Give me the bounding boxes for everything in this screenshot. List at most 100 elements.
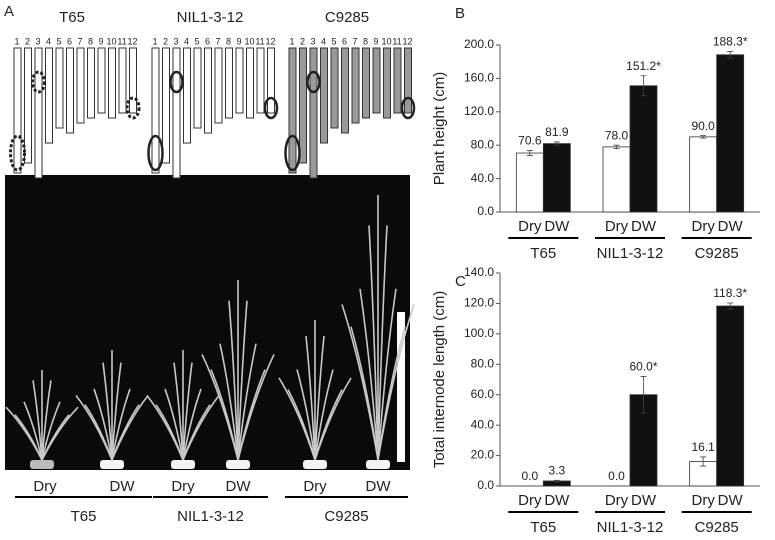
chromosome xyxy=(118,47,127,114)
chromosome xyxy=(172,47,181,179)
chromosome xyxy=(108,47,116,119)
leaf xyxy=(182,394,220,461)
treatment-label: Dry xyxy=(303,478,327,495)
error-bar xyxy=(553,479,560,483)
plant-photo xyxy=(5,175,410,470)
line-name: C9285 xyxy=(325,9,369,26)
leaf xyxy=(219,343,239,461)
series-label: DW xyxy=(718,218,744,235)
introgression-mark xyxy=(31,70,46,94)
chromosome-number: 2 xyxy=(300,36,305,46)
value-label: 60.0* xyxy=(629,360,657,374)
series-label: Dry xyxy=(518,218,542,235)
chromosome xyxy=(45,47,53,144)
chromosome xyxy=(193,47,202,129)
leaf xyxy=(155,404,184,461)
x-tick-label: C9285 xyxy=(695,245,739,262)
chromosome-number: 6 xyxy=(205,36,210,46)
introgression-mark xyxy=(284,134,301,172)
leaf xyxy=(41,406,79,461)
treatment-label: Dry xyxy=(33,478,57,495)
pot xyxy=(303,460,327,469)
chromosome xyxy=(76,47,85,124)
bar xyxy=(629,85,658,213)
chromosome-number: 9 xyxy=(373,36,378,46)
y-axis-title: Plant height (cm) xyxy=(431,72,448,185)
chromosome xyxy=(341,47,349,134)
series-label: DW xyxy=(631,218,657,235)
treatment-label: DW xyxy=(366,478,392,495)
y-tick-label: 0.0 xyxy=(477,478,494,492)
chromosome xyxy=(204,47,212,134)
chromosome xyxy=(129,47,137,114)
chromosome-number: 8 xyxy=(363,36,368,46)
chromosome xyxy=(330,47,339,129)
chromosome-number: 5 xyxy=(56,36,61,46)
series-label: DW xyxy=(718,492,744,509)
x-tick-label: T65 xyxy=(530,245,556,262)
chromosome xyxy=(97,47,106,114)
leaf xyxy=(368,225,379,461)
line-label: T65 xyxy=(71,508,97,525)
pot xyxy=(171,460,195,469)
series-label: Dry xyxy=(605,218,629,235)
error-bar xyxy=(700,456,707,467)
value-label: 3.3 xyxy=(548,463,565,477)
leaf xyxy=(111,394,149,461)
error-bar xyxy=(727,51,734,59)
leaf xyxy=(111,388,131,461)
bar xyxy=(515,152,544,213)
leaf xyxy=(359,288,379,461)
value-label: 70.6 xyxy=(518,134,542,148)
leaf xyxy=(23,401,43,461)
leaf xyxy=(41,380,52,461)
chromosome xyxy=(66,47,74,134)
leaf xyxy=(314,377,352,461)
leaf xyxy=(287,389,316,461)
y-tick-label: 140.0 xyxy=(464,265,494,279)
y-tick-label: 120.0 xyxy=(464,104,494,118)
leaf xyxy=(173,362,184,461)
value-label: 188.3* xyxy=(713,35,748,49)
chromosome-number: 3 xyxy=(173,36,178,46)
chromosome-number: 8 xyxy=(226,36,231,46)
leaf xyxy=(314,336,325,461)
leaf xyxy=(182,388,202,461)
pot xyxy=(366,460,390,469)
leaf xyxy=(237,343,257,461)
chromosome-number: 4 xyxy=(184,36,189,46)
introgression-mark xyxy=(147,134,164,172)
leaf xyxy=(228,300,239,461)
y-tick-label: 0.0 xyxy=(477,204,494,218)
chromosome-number: 10 xyxy=(244,36,254,46)
chromosome-number: 4 xyxy=(46,36,51,46)
y-tick-label: 40.0 xyxy=(471,171,495,185)
chromosome-number: 9 xyxy=(236,36,241,46)
leaf xyxy=(111,362,122,461)
value-label: 0.0 xyxy=(608,469,625,483)
chromosome xyxy=(309,47,318,179)
leaf xyxy=(237,354,275,461)
leaf xyxy=(377,288,397,461)
y-tick-label: 80.0 xyxy=(471,137,495,151)
leaf xyxy=(84,404,113,461)
chromosome xyxy=(299,47,307,164)
bar xyxy=(716,54,745,213)
leaf xyxy=(41,401,61,461)
chromosome-number: 7 xyxy=(77,36,82,46)
treatment-label: DW xyxy=(226,478,252,495)
introgression-mark xyxy=(263,96,279,120)
error-bar xyxy=(640,75,647,97)
series-label: Dry xyxy=(605,492,629,509)
treatment-label: Dry xyxy=(171,478,195,495)
series-label: DW xyxy=(544,492,570,509)
chromosome xyxy=(87,47,95,119)
chromosome xyxy=(151,47,160,174)
series-label: DW xyxy=(631,492,657,509)
chromosome-number: 9 xyxy=(98,36,103,46)
chromosome xyxy=(13,47,22,174)
chromosome-number: 11 xyxy=(392,36,401,46)
bar xyxy=(542,143,571,213)
panel-label: A xyxy=(4,3,14,20)
leaf xyxy=(296,369,316,461)
